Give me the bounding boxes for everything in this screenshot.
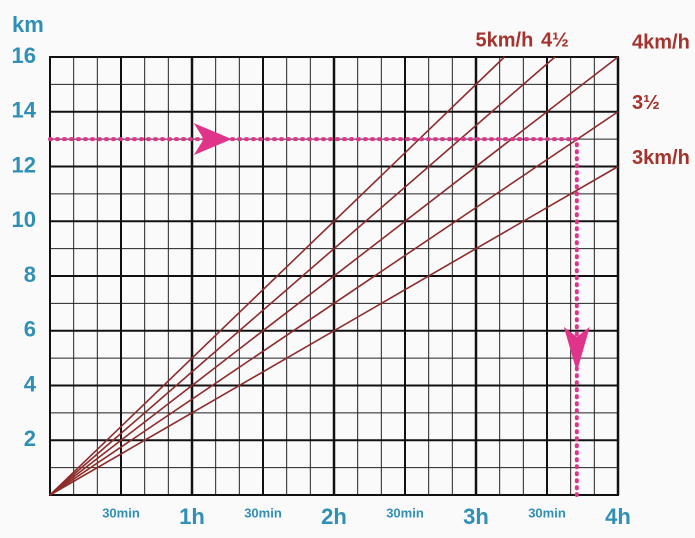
- speed-line: [49, 111, 619, 496]
- y-tick-label: 12: [12, 152, 36, 177]
- x-tick-label: 30min: [244, 505, 282, 520]
- x-tick-label: 2h: [321, 504, 347, 529]
- plot-frame: [49, 56, 619, 496]
- x-tick-label: 3h: [463, 504, 489, 529]
- speed-line: [49, 165, 619, 496]
- x-tick-label: 30min: [528, 505, 566, 520]
- y-tick-label: 2: [24, 426, 36, 451]
- speed-line: [49, 56, 505, 496]
- x-tick-label: 30min: [386, 505, 424, 520]
- y-tick-label: 14: [12, 98, 37, 123]
- arrow-right: [193, 123, 232, 156]
- y-tick-label: 4: [24, 371, 37, 396]
- x-tick-label: 30min: [102, 505, 140, 520]
- speed-line: [49, 56, 619, 496]
- y-tick-label: 16: [12, 43, 36, 68]
- series-label: 4½: [541, 29, 569, 51]
- y-tick-label: 8: [24, 262, 36, 287]
- y-tick-label: 10: [12, 207, 36, 232]
- series-label: 4km/h: [632, 31, 690, 53]
- series-label: 3km/h: [632, 147, 690, 169]
- speed-line: [49, 56, 556, 496]
- series-label: 5km/h: [475, 29, 533, 51]
- x-tick-label: 4h: [605, 504, 631, 529]
- series-label: 3½: [632, 92, 660, 114]
- y-tick-label: 6: [24, 317, 36, 342]
- x-tick-label: 1h: [179, 504, 205, 529]
- arrow-down: [563, 326, 590, 372]
- y-axis-label: km: [12, 12, 44, 37]
